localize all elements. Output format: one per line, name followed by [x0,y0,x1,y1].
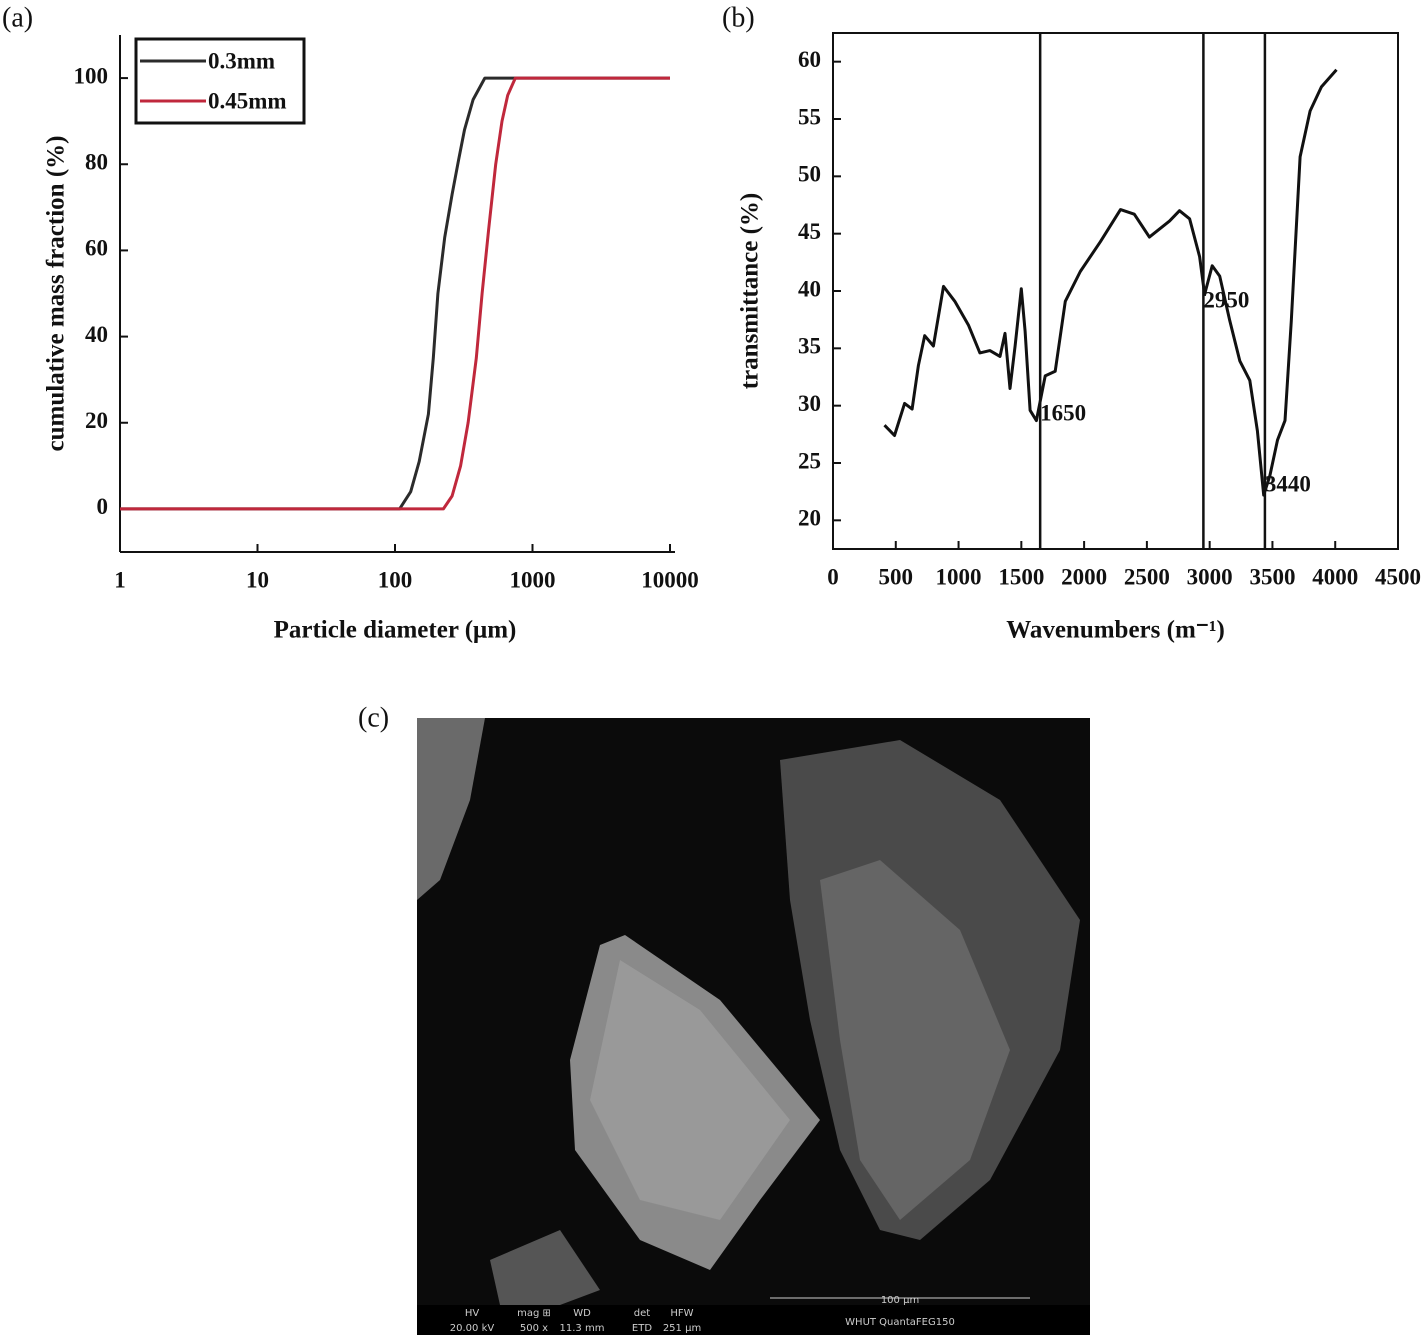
y-tick-label: 0 [97,494,109,519]
data-line [120,76,670,511]
sem-scale-label: 100 µm [881,1295,919,1306]
reference-label: 3440 [1265,471,1311,496]
y-tick-label: 55 [798,104,821,129]
y-tick-label: 30 [798,391,821,416]
y-tick-label: 100 [74,63,109,88]
y-tick-label: 80 [85,150,108,175]
sem-info-value: 500 x [520,1323,548,1334]
sem-info-value: ETD [632,1323,652,1334]
sem-info-header: HFW [670,1308,693,1319]
sem-info-bar [417,1305,1090,1335]
x-tick-label: 1 [114,567,126,592]
x-tick-label: 1500 [998,564,1044,589]
x-tick-label: 3500 [1249,564,1295,589]
y-tick-label: 35 [798,334,821,359]
x-tick-label: 3000 [1187,564,1233,589]
x-tick-label: 100 [378,567,413,592]
data-line [883,68,1338,497]
x-tick-label: 1000 [510,567,556,592]
y-tick-label: 60 [85,236,108,261]
y-tick-label: 20 [85,408,108,433]
plot-frame [832,32,1399,550]
sem-image [417,718,1090,1335]
sem-info-header: mag ⊞ [517,1308,551,1319]
sem-info-header: WD [573,1308,591,1319]
particle [417,718,485,900]
data-line [120,76,670,511]
sem-info-value: 251 µm [663,1323,701,1334]
x-tick-label: 4000 [1312,564,1358,589]
x-axis-title: Wavenumbers (m⁻¹) [1006,617,1225,644]
legend-box [134,37,306,125]
particle [590,960,790,1220]
x-tick-label: 10 [246,567,269,592]
x-tick-label: 2000 [1061,564,1107,589]
y-axis-title: cumulative mass fraction (%) [43,136,70,452]
x-tick-label: 0 [827,564,839,589]
sem-info-value: 11.3 mm [560,1323,605,1334]
reference-label: 1650 [1040,400,1086,425]
y-tick-label: 40 [85,322,108,347]
x-tick-label: 500 [879,564,914,589]
particle [490,1230,600,1305]
x-tick-label: 1000 [936,564,982,589]
sem-instrument: WHUT QuantaFEG150 [845,1317,955,1328]
particle [820,860,1010,1220]
y-tick-label: 40 [798,276,821,301]
x-tick-label: 2500 [1124,564,1170,589]
y-tick-label: 60 [798,47,821,72]
x-axis-title: Particle diameter (μm) [274,617,517,644]
legend-label: 0.45mm [208,88,287,113]
sem-info-header: HV [465,1308,480,1319]
y-axis-title: transmittance (%) [737,193,764,389]
y-tick-label: 45 [798,219,821,244]
legend-label: 0.3mm [208,48,275,73]
x-tick-label: 4500 [1375,564,1421,589]
sem-info-value: 20.00 kV [450,1323,495,1334]
sem-info-header: det [634,1308,651,1319]
y-tick-label: 50 [798,162,821,187]
y-tick-label: 20 [798,506,821,531]
panel-label: (a) [2,2,33,33]
panel-label: (c) [358,702,389,733]
x-tick-label: 10000 [641,567,699,592]
panel-label: (b) [722,2,755,33]
y-tick-label: 25 [798,448,821,473]
